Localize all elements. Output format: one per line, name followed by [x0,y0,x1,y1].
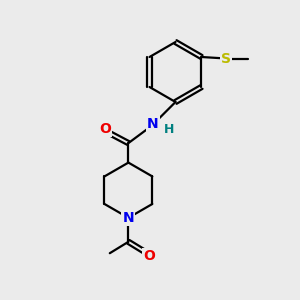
Text: N: N [147,118,159,131]
Text: O: O [143,249,155,263]
Text: N: N [123,211,134,225]
Text: O: O [99,122,111,136]
Text: S: S [221,52,231,65]
Text: H: H [164,123,174,136]
